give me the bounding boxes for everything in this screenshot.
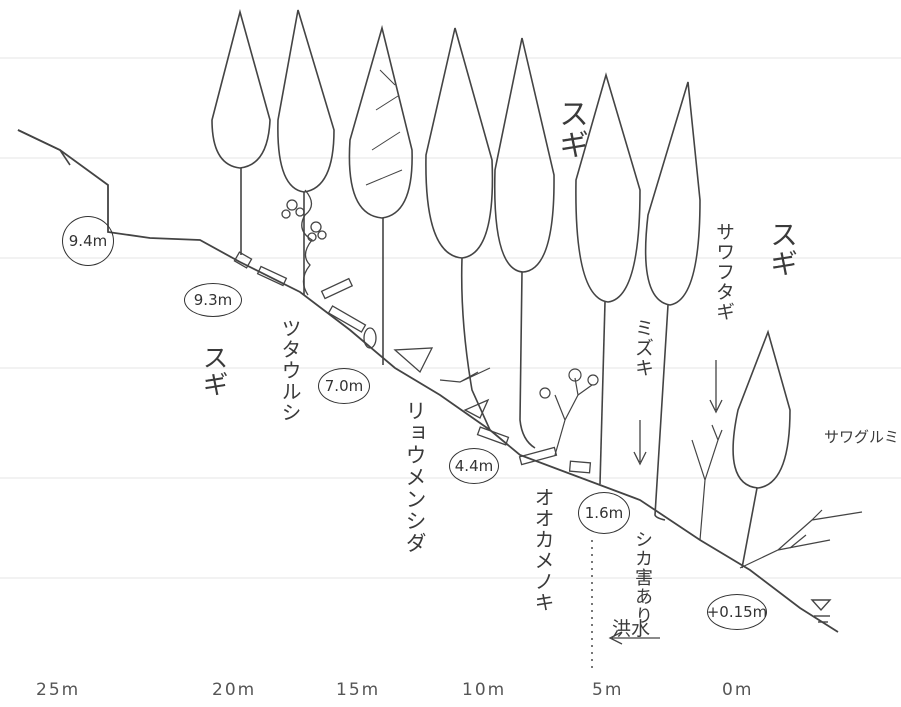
- vine-stem: [301, 189, 313, 296]
- grid-lines: [0, 57, 901, 579]
- label-sawafutagi: サワフタギ: [713, 222, 735, 322]
- label-mizuki: ミズキ: [632, 318, 654, 378]
- ground-profile-line: [17, 129, 839, 633]
- elevation-marker-3: 7.0m: [318, 368, 370, 404]
- elevation-marker-4: 4.4m: [449, 448, 499, 484]
- axis-tick-5m: 5m: [592, 680, 624, 700]
- axis-tick-0m: 0m: [722, 680, 754, 700]
- elevation-marker-1: 9.4m: [62, 216, 114, 266]
- annotation-arrows: [608, 360, 723, 645]
- label-ryoumenshida: リョウメンシダ: [403, 400, 427, 554]
- label-kouzui: 洪水: [612, 618, 651, 640]
- ground-left-cliff: [17, 129, 71, 166]
- water-level-icon: [810, 599, 832, 623]
- axis-tick-15m: 15m: [336, 680, 381, 700]
- axis-tick-10m: 10m: [462, 680, 507, 700]
- elevation-marker-5: 1.6m: [578, 492, 630, 534]
- vine-leaves: [281, 199, 327, 242]
- elevation-marker-6: +0.15m: [707, 594, 767, 630]
- label-ookameno: オオカメノキ: [531, 487, 555, 613]
- shrub-branches: [439, 367, 863, 569]
- elevation-marker-2: 9.3m: [184, 283, 242, 317]
- sugi-tree-7: [644, 81, 701, 521]
- sugi-tree-4: [425, 27, 494, 431]
- sugi-tree-3: [348, 24, 413, 365]
- sugi-tree-6: [575, 72, 641, 485]
- axis-tick-25m: 25m: [36, 680, 81, 700]
- label-tsutaurushi: ツタウルシ: [278, 318, 302, 423]
- label-shingai: シカ害あり: [632, 530, 653, 625]
- sugi-tree-8: [732, 329, 791, 569]
- label-sugi-upper: スギ: [553, 98, 588, 160]
- label-sawagurumi: サワグルミ: [824, 428, 900, 446]
- axis-tick-20m: 20m: [212, 680, 257, 700]
- label-sugi-left: スギ: [198, 344, 228, 398]
- sugi-tree-1: [211, 8, 271, 255]
- fallen-logs: [233, 251, 592, 474]
- label-sugi-right: スギ: [766, 220, 799, 278]
- sugi-tree-group: [211, 8, 791, 569]
- sugi-tree-5: [493, 37, 555, 449]
